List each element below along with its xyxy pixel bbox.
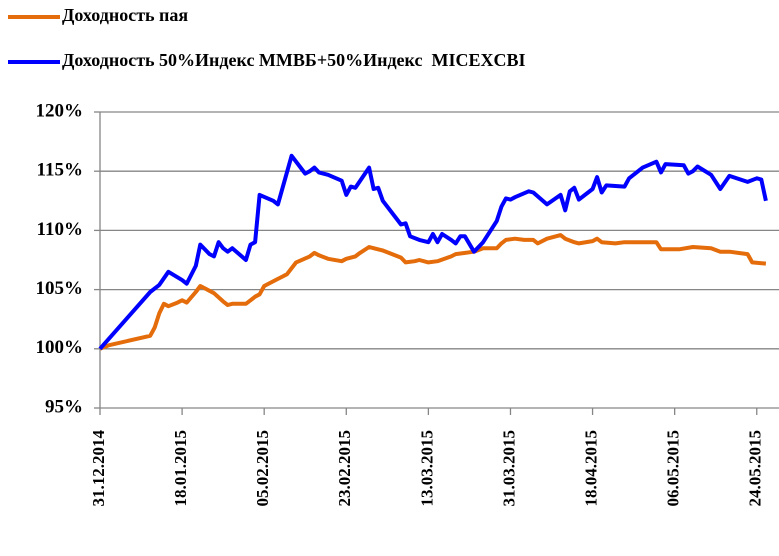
y-tick-label: 120% (36, 100, 84, 121)
y-tick-label: 105% (36, 278, 84, 299)
x-tick-label: 18.01.2015 (171, 430, 190, 507)
x-tick-label: 18.04.2015 (581, 430, 600, 507)
legend-label: Доходность 50%Индекс ММВБ+50%Индекс MICE… (62, 50, 525, 70)
y-tick-label: 115% (37, 160, 83, 181)
x-tick-label: 06.05.2015 (664, 430, 683, 507)
x-tick-label: 31.03.2015 (499, 430, 518, 507)
x-tick-label: 23.02.2015 (335, 430, 354, 507)
x-tick-label: 13.03.2015 (417, 430, 436, 507)
y-tick-label: 100% (36, 337, 84, 358)
y-tick-label: 95% (45, 396, 83, 417)
x-tick-label: 31.12.2014 (89, 430, 108, 507)
x-tick-label: 24.05.2015 (746, 430, 765, 507)
y-tick-label: 110% (37, 219, 83, 240)
x-tick-label: 05.02.2015 (253, 430, 272, 507)
legend-label: Доходность пая (62, 5, 188, 25)
series-line (99, 233, 767, 351)
series-line (98, 153, 768, 351)
